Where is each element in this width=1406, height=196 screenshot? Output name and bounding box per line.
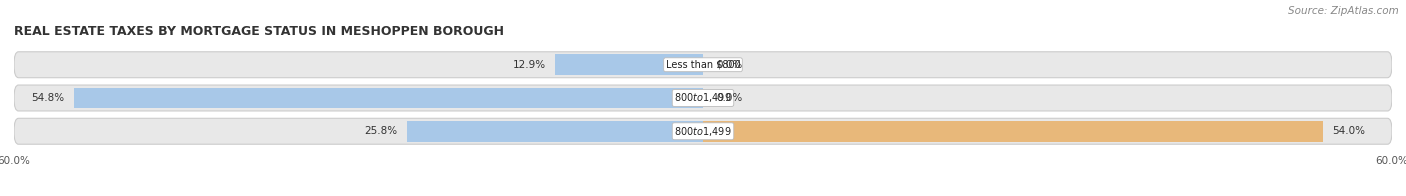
Text: 12.9%: 12.9% (513, 60, 546, 70)
Bar (555, 54, 703, 75)
Text: Less than $800: Less than $800 (665, 60, 741, 70)
FancyBboxPatch shape (14, 85, 1392, 111)
FancyBboxPatch shape (14, 52, 1392, 78)
Bar (73, 88, 703, 108)
Text: 54.8%: 54.8% (31, 93, 65, 103)
Text: REAL ESTATE TAXES BY MORTGAGE STATUS IN MESHOPPEN BOROUGH: REAL ESTATE TAXES BY MORTGAGE STATUS IN … (14, 25, 505, 38)
Text: 25.8%: 25.8% (364, 126, 398, 136)
Text: $800 to $1,499: $800 to $1,499 (675, 92, 731, 104)
Text: $800 to $1,499: $800 to $1,499 (675, 125, 731, 138)
FancyBboxPatch shape (14, 118, 1392, 144)
Bar (703, 121, 1323, 142)
Text: 54.0%: 54.0% (1333, 126, 1365, 136)
Text: 0.0%: 0.0% (717, 60, 742, 70)
Text: 0.0%: 0.0% (717, 93, 742, 103)
Text: Source: ZipAtlas.com: Source: ZipAtlas.com (1288, 6, 1399, 16)
Bar (406, 121, 703, 142)
